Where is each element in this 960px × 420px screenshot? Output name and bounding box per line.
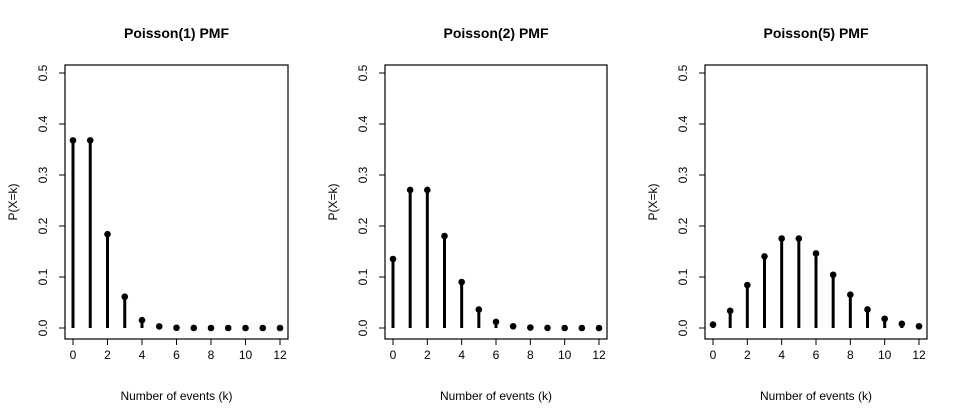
y-tick-label: 0.4 xyxy=(36,115,50,132)
x-tick-label: 2 xyxy=(744,348,751,362)
x-tick-label: 6 xyxy=(173,348,180,362)
pmf-point xyxy=(898,320,906,328)
y-tick-label: 0.2 xyxy=(36,217,50,234)
chart-panel-3: Poisson(5) PMF 0 2 4 6 8 10 12 0.0 0.1 0.2 0.3 0.4 0.… xyxy=(646,25,928,403)
chart-title: Poisson(1) PMF xyxy=(124,25,229,41)
x-axis-title: Number of events (k) xyxy=(440,389,552,403)
chart-title: Poisson(2) PMF xyxy=(443,25,548,41)
pmf-point xyxy=(475,306,483,313)
x-tick-label: 2 xyxy=(424,348,431,362)
y-tick-label: 0.1 xyxy=(36,268,50,285)
chart-panel-2: Poisson(2) PMF 0 2 4 6 8 10 12 0.0 0.1 0.2 0.3 0.4 0.… xyxy=(326,25,608,403)
pmf-point xyxy=(424,186,431,194)
x-tick-label: 12 xyxy=(273,348,287,362)
x-tick-label: 12 xyxy=(592,348,606,362)
chart-panel-1: Poisson(1) PMF 0 2 4 6 8 10 12 0.0 0.1 0.2 0.3 0.4 0.… xyxy=(6,25,289,403)
pmf-point xyxy=(829,271,837,279)
y-tick-label: 0.3 xyxy=(356,166,370,183)
pmf-point xyxy=(561,324,568,332)
x-tick-label: 4 xyxy=(778,348,785,362)
pmf-point xyxy=(441,232,448,240)
pmf-point xyxy=(173,324,180,332)
x-tick-label: 10 xyxy=(239,348,253,362)
pmf-point xyxy=(915,322,923,330)
x-tick-label: 0 xyxy=(710,348,717,362)
y-axis-title: P(X=k) xyxy=(326,183,340,220)
pmf-point xyxy=(69,137,77,144)
pmf-point xyxy=(259,324,267,332)
y-tick-label: 0.4 xyxy=(676,115,690,132)
pmf-point xyxy=(121,293,129,301)
x-tick-label: 8 xyxy=(847,348,854,362)
x-tick-label: 12 xyxy=(912,348,926,362)
pmf-point xyxy=(864,306,871,313)
y-tick-label: 0.1 xyxy=(676,268,690,285)
pmf-point xyxy=(812,250,820,257)
pmf-point xyxy=(795,235,803,242)
pmf-point xyxy=(242,324,249,332)
pmf-point xyxy=(709,321,717,328)
x-tick-label: 4 xyxy=(139,348,146,362)
y-tick-label: 0.2 xyxy=(356,217,370,234)
pmf-point xyxy=(509,322,517,330)
x-tick-label: 6 xyxy=(813,348,820,362)
y-axis-title: P(X=k) xyxy=(646,183,660,220)
y-tick-label: 0.1 xyxy=(356,268,370,285)
x-tick-label: 0 xyxy=(390,348,397,362)
y-tick-label: 0.5 xyxy=(36,64,50,81)
pmf-point xyxy=(190,324,198,332)
x-tick-label: 2 xyxy=(104,348,111,362)
x-tick-label: 6 xyxy=(493,348,500,362)
pmf-point xyxy=(458,278,465,286)
pmf-point xyxy=(224,324,232,332)
x-tick-label: 0 xyxy=(70,348,77,362)
x-axis-title: Number of events (k) xyxy=(760,389,872,403)
pmf-point xyxy=(406,186,414,194)
pmf-point xyxy=(389,255,397,263)
pmf-point xyxy=(276,324,284,332)
y-tick-label: 0.5 xyxy=(676,64,690,81)
plot-frame xyxy=(64,64,289,340)
x-tick-label: 8 xyxy=(527,348,534,362)
pmf-point xyxy=(744,281,751,289)
y-tick-label: 0.3 xyxy=(36,166,50,183)
pmf-point xyxy=(86,137,94,144)
plot-frame xyxy=(384,64,608,340)
pmf-point xyxy=(881,315,888,323)
pmf-point xyxy=(778,235,785,242)
pmf-point xyxy=(527,324,534,331)
x-tick-label: 4 xyxy=(458,348,465,362)
pmf-point xyxy=(726,307,734,315)
chart-title: Poisson(5) PMF xyxy=(763,25,868,41)
pmf-point xyxy=(138,316,146,324)
x-tick-label: 10 xyxy=(878,348,892,362)
y-tick-label: 0.5 xyxy=(356,64,370,81)
y-tick-label: 0.3 xyxy=(676,166,690,183)
y-tick-label: 0.0 xyxy=(676,319,690,336)
x-axis-title: Number of events (k) xyxy=(120,389,232,403)
x-tick-label: 8 xyxy=(208,348,215,362)
y-axis-title: P(X=k) xyxy=(6,183,20,220)
pmf-point xyxy=(492,318,500,326)
pmf-point xyxy=(595,324,603,332)
pmf-point xyxy=(207,324,215,332)
pmf-point xyxy=(847,291,854,298)
pmf-point xyxy=(578,324,586,332)
pmf-point xyxy=(544,324,551,332)
pmf-point xyxy=(155,323,163,330)
y-tick-label: 0.0 xyxy=(36,319,50,336)
pmf-point xyxy=(761,253,768,260)
x-tick-label: 10 xyxy=(558,348,572,362)
y-tick-label: 0.4 xyxy=(356,115,370,132)
y-tick-label: 0.0 xyxy=(356,319,370,336)
pmf-point xyxy=(104,230,111,238)
y-tick-label: 0.2 xyxy=(676,217,690,234)
